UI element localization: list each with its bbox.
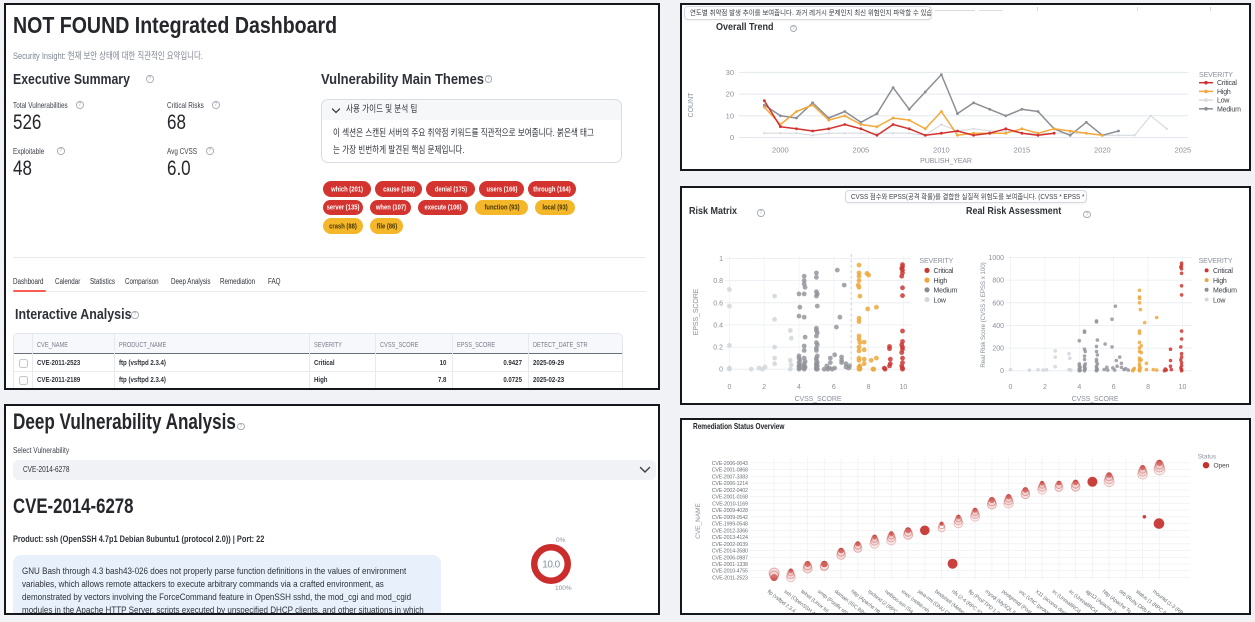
svg-text:0.4: 0.4 bbox=[713, 322, 723, 329]
svg-text:2020: 2020 bbox=[1094, 146, 1111, 155]
svg-text:8: 8 bbox=[1146, 384, 1150, 391]
svg-text:400: 400 bbox=[992, 323, 1004, 330]
svg-text:4: 4 bbox=[797, 384, 801, 391]
svg-text:2005: 2005 bbox=[853, 146, 870, 155]
svg-text:High: High bbox=[1217, 89, 1231, 96]
svg-text:2000: 2000 bbox=[772, 146, 789, 155]
svg-text:2015: 2015 bbox=[1014, 146, 1031, 155]
svg-text:6: 6 bbox=[1112, 384, 1116, 391]
svg-text:Status: Status bbox=[1198, 453, 1217, 460]
svg-text:CVE-2013-4124: CVE-2013-4124 bbox=[712, 535, 748, 541]
svg-text:2: 2 bbox=[1043, 384, 1047, 391]
svg-text:CVE-2010-1169: CVE-2010-1169 bbox=[712, 501, 748, 507]
svg-text:10.0: 10.0 bbox=[542, 560, 560, 571]
svg-text:30: 30 bbox=[726, 68, 734, 77]
svg-text:Real Risk Score (CVSS x EPSS x: Real Risk Score (CVSS x EPSS x 100) bbox=[980, 262, 987, 367]
svg-text:CVE-2001-0168: CVE-2001-0168 bbox=[712, 495, 748, 501]
svg-text:CVE-2009-0542: CVE-2009-0542 bbox=[712, 515, 748, 521]
svg-text:PUBLISH_YEAR: PUBLISH_YEAR bbox=[920, 158, 972, 165]
svg-text:CVE-2006-0987: CVE-2006-0987 bbox=[712, 555, 748, 561]
svg-text:CVE-2002-0402: CVE-2002-0402 bbox=[712, 488, 748, 494]
svg-text:10: 10 bbox=[726, 111, 734, 120]
svg-text:0: 0 bbox=[727, 384, 731, 391]
svg-text:Critical: Critical bbox=[1217, 80, 1237, 87]
svg-text:COUNT: COUNT bbox=[688, 92, 695, 118]
svg-text:800: 800 bbox=[992, 278, 1004, 285]
svg-text:600: 600 bbox=[992, 300, 1004, 307]
svg-text:CVE-2009-4028: CVE-2009-4028 bbox=[712, 508, 748, 514]
svg-text:Critical: Critical bbox=[934, 268, 954, 275]
svg-text:2025: 2025 bbox=[1175, 146, 1192, 155]
svg-text:0.8: 0.8 bbox=[713, 278, 723, 285]
svg-text:CVE-2001-0868: CVE-2001-0868 bbox=[712, 468, 748, 474]
svg-text:6: 6 bbox=[832, 384, 836, 391]
svg-text:10: 10 bbox=[900, 384, 908, 391]
svg-text:SEVERITY: SEVERITY bbox=[919, 258, 953, 265]
svg-text:4: 4 bbox=[1077, 384, 1081, 391]
svg-text:CVE-2006-0043: CVE-2006-0043 bbox=[712, 461, 748, 467]
svg-text:CVE_NAME: CVE_NAME bbox=[695, 502, 702, 538]
svg-text:0: 0 bbox=[1009, 384, 1013, 391]
svg-text:1000: 1000 bbox=[988, 255, 1004, 262]
svg-text:10: 10 bbox=[1179, 384, 1187, 391]
svg-text:Open: Open bbox=[1214, 463, 1230, 470]
svg-text:Low: Low bbox=[1217, 98, 1230, 105]
svg-text:CVE-1999-0548: CVE-1999-0548 bbox=[712, 522, 748, 528]
svg-text:Low: Low bbox=[1213, 297, 1226, 304]
svg-text:CVE-2012-3366: CVE-2012-3366 bbox=[712, 528, 748, 534]
svg-text:CVE-2001-1338: CVE-2001-1338 bbox=[712, 562, 748, 568]
svg-text:Medium: Medium bbox=[934, 288, 958, 295]
svg-text:2: 2 bbox=[762, 384, 766, 391]
svg-text:CVE-2007-3383: CVE-2007-3383 bbox=[712, 474, 748, 480]
svg-text:0.2: 0.2 bbox=[713, 345, 723, 352]
svg-text:20: 20 bbox=[726, 90, 734, 99]
svg-text:Medium: Medium bbox=[1217, 106, 1241, 113]
svg-text:CVE-2014-3580: CVE-2014-3580 bbox=[712, 549, 748, 555]
svg-text:2010: 2010 bbox=[933, 146, 950, 155]
svg-text:SEVERITY: SEVERITY bbox=[1199, 72, 1233, 79]
svg-text:High: High bbox=[1213, 278, 1227, 285]
svg-text:0.6: 0.6 bbox=[713, 300, 723, 307]
svg-text:CVE-2002-0039: CVE-2002-0039 bbox=[712, 542, 748, 548]
svg-text:CVSS_SCORE: CVSS_SCORE bbox=[1072, 396, 1119, 403]
svg-text:Low: Low bbox=[934, 297, 947, 304]
svg-text:CVE-2006-1214: CVE-2006-1214 bbox=[712, 481, 748, 487]
svg-text:High: High bbox=[934, 278, 948, 285]
svg-text:EPSS_SCORE: EPSS_SCORE bbox=[693, 288, 700, 335]
svg-text:Critical: Critical bbox=[1213, 268, 1233, 275]
svg-text:CVE-2010-4755: CVE-2010-4755 bbox=[712, 569, 748, 575]
svg-text:0: 0 bbox=[719, 367, 723, 374]
svg-text:0: 0 bbox=[1000, 368, 1004, 375]
svg-text:SEVERITY: SEVERITY bbox=[1199, 258, 1233, 265]
svg-text:CVSS_SCORE: CVSS_SCORE bbox=[795, 396, 842, 403]
svg-text:Medium: Medium bbox=[1213, 288, 1237, 295]
svg-text:200: 200 bbox=[992, 346, 1004, 353]
svg-text:8: 8 bbox=[867, 384, 871, 391]
svg-text:0: 0 bbox=[730, 133, 734, 142]
svg-text:CVE-2011-2523: CVE-2011-2523 bbox=[712, 576, 748, 582]
svg-text:1: 1 bbox=[719, 256, 723, 263]
